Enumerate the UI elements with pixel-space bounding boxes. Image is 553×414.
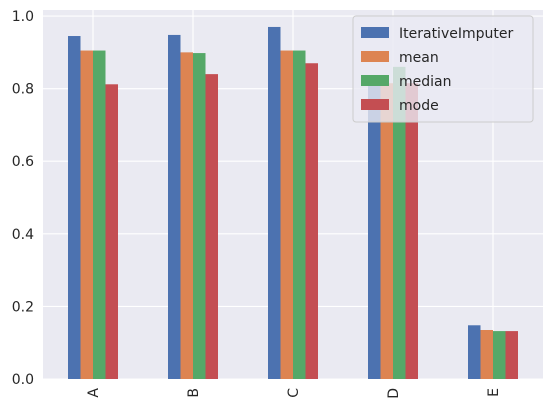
y-tick-label: 0.0: [12, 372, 34, 388]
bar-median-a: [93, 50, 106, 379]
x-tick-label: C: [286, 388, 302, 398]
bar-mean-a: [80, 50, 93, 379]
legend-label: mode: [399, 98, 439, 114]
legend: IterativeImputer mean median mode: [352, 15, 534, 123]
y-tick-label: 1.0: [12, 9, 34, 25]
legend-box: [352, 15, 534, 123]
bar-iterativeimputer-e: [468, 325, 481, 379]
x-tick-label: A: [86, 388, 102, 398]
x-axis: A B C D E: [86, 388, 502, 399]
bars-group: [68, 26, 518, 380]
x-tick-label: B: [186, 388, 202, 398]
y-axis: 0.0 0.2 0.4 0.6 0.8 1.0: [12, 9, 34, 388]
bar-iterativeimputer-b: [168, 34, 181, 380]
legend-swatch: [361, 27, 389, 38]
legend-label: mean: [399, 50, 439, 66]
x-tick-label: D: [386, 388, 402, 399]
bar-mean-d: [380, 83, 393, 380]
bar-mode-c: [305, 63, 318, 380]
bar-median-d: [393, 66, 406, 379]
bar-iterativeimputer-d: [368, 77, 381, 380]
legend-swatch: [361, 99, 389, 110]
y-tick-label: 0.2: [12, 299, 34, 315]
bar-mode-a: [105, 84, 118, 380]
y-tick-label: 0.6: [12, 154, 34, 170]
bar-mean-e: [480, 330, 493, 379]
bar-iterativeimputer-c: [268, 26, 281, 379]
y-tick-label: 0.8: [12, 82, 34, 98]
legend-label: IterativeImputer: [399, 26, 513, 42]
bar-mode-d: [405, 83, 418, 380]
bar-mode-e: [505, 331, 518, 379]
bar-mean-c: [280, 50, 293, 379]
legend-swatch: [361, 75, 389, 86]
bar-mean-b: [180, 52, 193, 379]
legend-label: median: [399, 74, 451, 90]
bar-mode-b: [205, 74, 218, 379]
legend-swatch: [361, 51, 389, 62]
bar-median-e: [493, 331, 506, 379]
bar-median-c: [293, 50, 306, 379]
bar-median-b: [193, 53, 206, 380]
bar-iterativeimputer-a: [68, 36, 81, 380]
y-tick-label: 0.4: [12, 227, 34, 243]
x-tick-label: E: [486, 388, 502, 397]
